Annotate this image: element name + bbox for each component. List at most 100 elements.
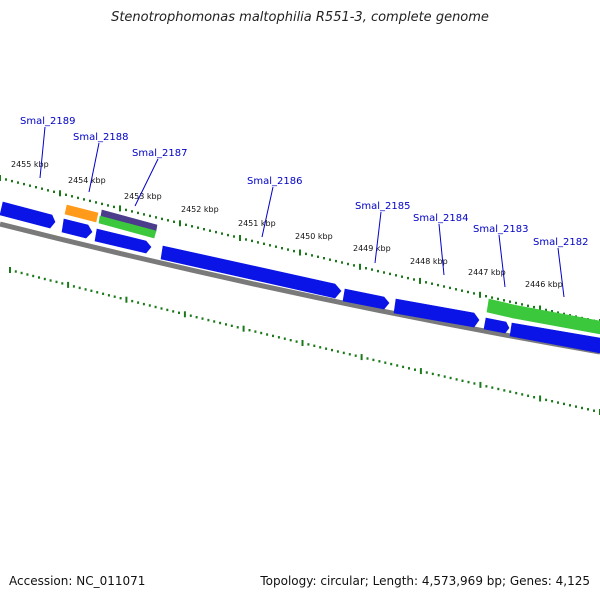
gene-feature-blue[interactable] bbox=[483, 317, 510, 334]
minor-tick bbox=[313, 344, 316, 347]
gene-feature-blue[interactable] bbox=[94, 228, 152, 254]
major-tick bbox=[299, 249, 301, 256]
kbp-label: 2451 kbp bbox=[238, 219, 276, 228]
minor-tick bbox=[425, 281, 427, 284]
minor-tick bbox=[365, 267, 367, 270]
minor-tick bbox=[89, 199, 91, 203]
minor-tick bbox=[203, 228, 205, 231]
minor-tick bbox=[563, 312, 565, 316]
minor-tick bbox=[96, 291, 99, 294]
minor-tick bbox=[473, 292, 475, 295]
minor-tick bbox=[55, 280, 58, 284]
kbp-label: 2450 kbp bbox=[295, 232, 333, 241]
minor-tick bbox=[341, 261, 343, 264]
gene-callout-smal-2186[interactable]: Smal_2186 bbox=[247, 176, 302, 238]
minor-tick bbox=[455, 288, 457, 291]
minor-tick bbox=[107, 294, 110, 297]
major-tick bbox=[125, 296, 128, 303]
gene-callout-smal-2182[interactable]: Smal_2182 bbox=[533, 237, 588, 298]
minor-tick bbox=[371, 268, 373, 271]
minor-tick bbox=[233, 235, 235, 238]
minor-tick bbox=[527, 394, 530, 397]
gene-callout-smal-2188[interactable]: Smal_2188 bbox=[73, 132, 128, 193]
major-tick bbox=[67, 281, 70, 288]
kbp-label: 2447 kbp bbox=[468, 268, 506, 277]
minor-tick bbox=[38, 276, 40, 279]
minor-tick bbox=[254, 330, 257, 333]
gene-label: Smal_2184 bbox=[413, 213, 468, 224]
gene-label: Smal_2189 bbox=[20, 116, 75, 127]
gene-callout-smal-2187[interactable]: Smal_2187 bbox=[132, 148, 187, 207]
gene-features bbox=[0, 201, 600, 354]
kbp-label: 2446 kbp bbox=[525, 280, 563, 289]
minor-tick bbox=[90, 289, 93, 292]
minor-tick bbox=[396, 364, 399, 367]
minor-tick bbox=[213, 320, 216, 323]
minor-tick bbox=[173, 220, 175, 223]
minor-tick bbox=[149, 214, 151, 218]
minor-tick bbox=[407, 276, 409, 280]
minor-tick bbox=[437, 374, 440, 377]
minor-tick bbox=[295, 340, 298, 343]
minor-tick bbox=[384, 361, 387, 364]
minor-tick bbox=[551, 310, 553, 313]
minor-tick bbox=[503, 299, 505, 302]
minor-tick bbox=[272, 334, 274, 338]
minor-tick bbox=[154, 305, 157, 309]
gene-feature-green[interactable] bbox=[512, 304, 600, 335]
gene-callout-smal-2183[interactable]: Smal_2183 bbox=[473, 224, 528, 288]
major-tick bbox=[419, 368, 422, 375]
minor-tick bbox=[401, 275, 403, 278]
minor-tick bbox=[402, 365, 405, 369]
minor-tick bbox=[533, 396, 536, 399]
minor-tick bbox=[230, 324, 233, 327]
minor-tick bbox=[557, 311, 559, 314]
minor-tick bbox=[172, 310, 175, 313]
minor-tick bbox=[11, 179, 13, 183]
minor-tick bbox=[277, 336, 280, 339]
minor-tick bbox=[41, 187, 43, 190]
minor-tick bbox=[395, 274, 397, 277]
minor-tick bbox=[215, 230, 217, 234]
kbp-label: 2448 kbp bbox=[410, 257, 448, 266]
gene-feature-blue[interactable] bbox=[160, 245, 342, 299]
gene-callout-smal-2185[interactable]: Smal_2185 bbox=[355, 201, 410, 264]
minor-tick bbox=[569, 404, 571, 407]
minor-tick bbox=[348, 353, 351, 356]
minor-tick bbox=[414, 368, 416, 371]
minor-tick bbox=[515, 391, 518, 395]
minor-tick bbox=[449, 286, 451, 290]
minor-tick bbox=[455, 378, 458, 381]
gene-feature-blue[interactable] bbox=[509, 322, 600, 354]
minor-tick bbox=[317, 255, 319, 258]
minor-tick bbox=[281, 247, 283, 250]
gene-callouts: Smal_2189 Smal_2188 Smal_2187 Smal_2186 … bbox=[20, 116, 588, 298]
minor-tick bbox=[83, 198, 85, 201]
gene-feature-blue[interactable] bbox=[0, 201, 56, 229]
minor-tick bbox=[509, 390, 512, 393]
minor-tick bbox=[329, 258, 331, 261]
major-tick bbox=[119, 205, 121, 212]
minor-tick bbox=[113, 205, 115, 209]
minor-tick bbox=[575, 405, 577, 408]
gene-feature-blue[interactable] bbox=[61, 218, 93, 239]
minor-tick bbox=[527, 304, 529, 307]
major-tick bbox=[239, 235, 241, 241]
minor-tick bbox=[227, 233, 229, 237]
gene-feature-green[interactable] bbox=[98, 215, 157, 239]
minor-tick bbox=[581, 406, 583, 410]
minor-tick bbox=[503, 389, 506, 392]
minor-tick bbox=[201, 317, 204, 320]
minor-tick bbox=[390, 362, 393, 366]
gene-callout-smal-2184[interactable]: Smal_2184 bbox=[413, 213, 468, 276]
minor-tick bbox=[319, 346, 322, 349]
gene-feature-orange[interactable] bbox=[64, 204, 99, 223]
minor-tick bbox=[378, 360, 381, 363]
gene-feature-blue[interactable] bbox=[393, 298, 480, 328]
minor-tick bbox=[77, 196, 79, 200]
gene-feature-blue[interactable] bbox=[342, 288, 390, 310]
gene-callout-smal-2189[interactable]: Smal_2189 bbox=[20, 116, 75, 179]
minor-tick bbox=[335, 259, 337, 263]
minor-tick bbox=[225, 323, 227, 326]
minor-tick bbox=[131, 299, 134, 303]
